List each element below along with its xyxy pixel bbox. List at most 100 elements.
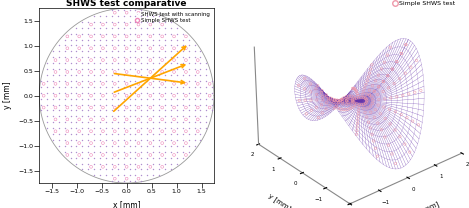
SHWS test with scanning xyxy=(155,26,163,30)
SHWS test with scanning xyxy=(73,97,80,100)
SHWS test with scanning xyxy=(191,91,198,94)
SHWS test with scanning xyxy=(161,26,169,30)
Simple SHWS test xyxy=(87,70,95,74)
Simple SHWS test xyxy=(147,106,154,109)
SHWS test with scanning xyxy=(108,132,116,136)
SHWS test with scanning xyxy=(179,97,187,100)
SHWS test with scanning xyxy=(108,156,116,159)
SHWS test with scanning xyxy=(191,85,198,88)
SHWS test with scanning xyxy=(132,91,139,94)
SHWS test with scanning xyxy=(126,56,133,59)
SHWS test with scanning xyxy=(96,126,104,130)
SHWS test with scanning xyxy=(91,132,98,136)
SHWS test with scanning xyxy=(120,103,128,106)
SHWS test with scanning xyxy=(167,121,174,124)
SHWS test with scanning xyxy=(55,138,62,142)
SHWS test with scanning xyxy=(73,91,80,94)
SHWS test with scanning xyxy=(120,121,128,124)
SHWS test with scanning xyxy=(49,121,57,124)
SHWS test with scanning xyxy=(161,73,169,77)
SHWS test with scanning xyxy=(84,97,92,100)
SHWS test with scanning xyxy=(161,138,169,142)
SHWS test with scanning xyxy=(55,132,62,136)
SHWS test with scanning xyxy=(96,174,104,177)
SHWS test with scanning xyxy=(197,73,204,77)
Simple SHWS test xyxy=(182,106,189,109)
SHWS test with scanning xyxy=(126,32,133,35)
SHWS test with scanning xyxy=(43,85,51,88)
SHWS test with scanning xyxy=(102,62,110,65)
SHWS test with scanning xyxy=(67,144,74,147)
Simple SHWS test xyxy=(147,130,154,133)
SHWS test with scanning xyxy=(79,32,86,35)
SHWS test with scanning xyxy=(203,126,210,130)
SHWS test with scanning xyxy=(144,85,151,88)
SHWS test with scanning xyxy=(132,121,139,124)
SHWS test with scanning xyxy=(161,144,169,147)
Simple SHWS test xyxy=(147,118,154,121)
SHWS test with scanning xyxy=(79,138,86,142)
Simple SHWS test xyxy=(99,130,106,133)
SHWS test with scanning xyxy=(137,144,145,147)
Simple SHWS test xyxy=(182,70,189,74)
SHWS test with scanning xyxy=(144,144,151,147)
Simple SHWS test xyxy=(111,82,119,85)
Simple SHWS test xyxy=(147,165,154,168)
SHWS test with scanning xyxy=(132,168,139,171)
SHWS test with scanning xyxy=(155,73,163,77)
SHWS test with scanning xyxy=(126,91,133,94)
SHWS test with scanning xyxy=(79,79,86,83)
SHWS test with scanning xyxy=(84,162,92,165)
SHWS test with scanning xyxy=(55,144,62,147)
SHWS test with scanning xyxy=(120,132,128,136)
SHWS test with scanning xyxy=(179,67,187,71)
SHWS test with scanning xyxy=(155,121,163,124)
Simple SHWS test xyxy=(123,11,130,14)
SHWS test with scanning xyxy=(79,109,86,112)
SHWS test with scanning xyxy=(161,103,169,106)
SHWS test with scanning xyxy=(91,138,98,142)
SHWS test with scanning xyxy=(155,97,163,100)
SHWS test with scanning xyxy=(73,132,80,136)
SHWS test with scanning xyxy=(191,126,198,130)
SHWS test with scanning xyxy=(67,103,74,106)
SHWS test with scanning xyxy=(185,67,192,71)
SHWS test with scanning xyxy=(126,38,133,41)
SHWS test with scanning xyxy=(91,14,98,18)
SHWS test with scanning xyxy=(185,121,192,124)
SHWS test with scanning xyxy=(108,115,116,118)
SHWS test with scanning xyxy=(144,38,151,41)
SHWS test with scanning xyxy=(84,56,92,59)
Simple SHWS test xyxy=(135,70,142,74)
Simple SHWS test xyxy=(123,165,130,168)
SHWS test with scanning xyxy=(132,103,139,106)
Simple SHWS test xyxy=(87,106,95,109)
SHWS test with scanning xyxy=(150,20,157,24)
Simple SHWS test xyxy=(170,35,178,38)
SHWS test with scanning xyxy=(173,32,181,35)
SHWS test with scanning xyxy=(126,126,133,130)
SHWS test with scanning xyxy=(150,138,157,142)
SHWS test with scanning xyxy=(197,109,204,112)
Simple SHWS test xyxy=(170,82,178,85)
Simple SHWS test xyxy=(111,141,119,145)
SHWS test with scanning xyxy=(191,62,198,65)
SHWS test with scanning xyxy=(108,103,116,106)
SHWS test with scanning xyxy=(102,156,110,159)
SHWS test with scanning xyxy=(144,67,151,71)
SHWS test with scanning xyxy=(144,162,151,165)
SHWS test with scanning xyxy=(102,174,110,177)
SHWS test with scanning xyxy=(102,150,110,154)
Simple SHWS test xyxy=(52,58,59,62)
SHWS test with scanning xyxy=(191,44,198,47)
SHWS test with scanning xyxy=(155,67,163,71)
SHWS test with scanning xyxy=(108,126,116,130)
Simple SHWS test xyxy=(111,47,119,50)
SHWS test with scanning xyxy=(179,38,187,41)
SHWS test with scanning xyxy=(132,150,139,154)
SHWS test with scanning xyxy=(191,132,198,136)
SHWS test with scanning xyxy=(61,103,68,106)
SHWS test with scanning xyxy=(79,144,86,147)
SHWS test with scanning xyxy=(61,67,68,71)
SHWS test with scanning xyxy=(155,132,163,136)
